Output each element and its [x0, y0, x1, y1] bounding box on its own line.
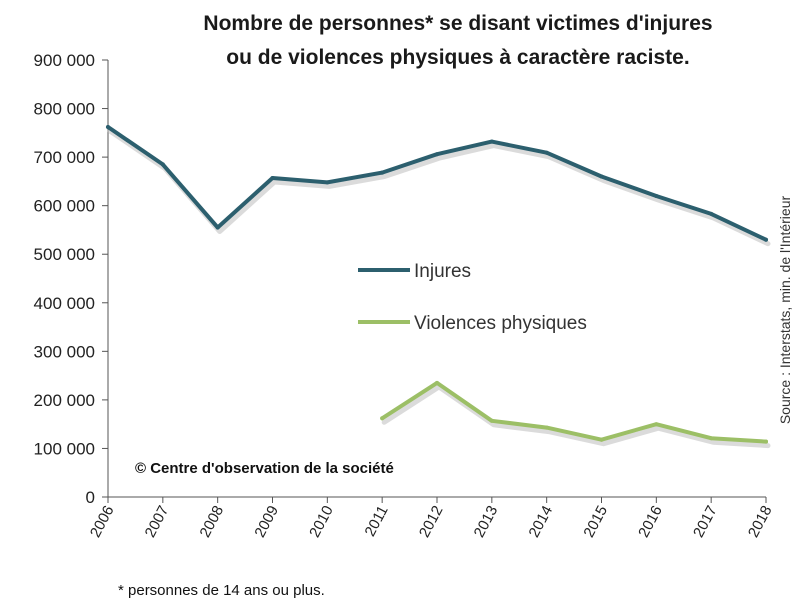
legend-label-injures: Injures — [414, 261, 471, 282]
y-tick-label: 0 — [86, 488, 95, 507]
y-tick-label: 800 000 — [34, 100, 95, 119]
y-tick-label: 400 000 — [34, 294, 95, 313]
y-tick-label: 500 000 — [34, 245, 95, 264]
x-tick-label: 2012 — [416, 503, 447, 540]
legend-label-violences: Violences physiques — [414, 313, 587, 334]
series-shadow-violences — [381, 384, 771, 449]
x-tick-label: 2009 — [251, 503, 282, 540]
data-point-injures — [599, 174, 604, 179]
x-tick-label: 2007 — [142, 503, 173, 540]
x-tick-label: 2013 — [471, 503, 502, 540]
data-point-violences — [709, 436, 714, 441]
data-point-injures — [270, 176, 275, 180]
chart-title: Nombre de personnes* se disant victimes … — [203, 12, 712, 69]
data-point-injures — [215, 225, 220, 230]
chart-title-line-2: ou de violences physiques à caractère ra… — [226, 46, 689, 69]
y-tick-label: 900 000 — [34, 51, 95, 70]
x-tick-label: 2016 — [635, 503, 666, 540]
x-tick-label: 2011 — [362, 503, 392, 539]
y-tick-label: 100 000 — [34, 439, 95, 458]
x-tick-label: 2018 — [745, 503, 776, 540]
data-point-violences — [764, 439, 768, 444]
chart-title-line-1: Nombre de personnes* se disant victimes … — [203, 12, 712, 35]
data-point-injures — [160, 162, 165, 167]
data-point-injures — [489, 139, 494, 144]
y-tick-label: 700 000 — [34, 148, 95, 167]
data-point-injures — [709, 211, 714, 216]
y-tick-label: 600 000 — [34, 197, 95, 216]
series-lines — [106, 125, 768, 444]
data-point-injures — [654, 194, 659, 198]
data-point-injures — [106, 125, 110, 129]
series-line-violences — [380, 380, 768, 444]
data-point-violences — [654, 422, 659, 427]
series-line-injures — [106, 125, 768, 242]
series-shadows — [107, 128, 771, 449]
data-point-violences — [544, 425, 549, 430]
x-axis: 2006 2007 2008 2009 2010 2011 2012 2013 2014 2015… — [87, 496, 776, 540]
source-note: Source : Interstats, min. de l'Intérieur — [777, 195, 793, 424]
x-tick-label: 2010 — [306, 503, 337, 540]
y-axis: 0 100 000 200 000 300 000 400 000 500 000 600 … — [34, 51, 109, 507]
x-tick-label: 2017 — [690, 503, 721, 540]
x-tick-label: 2008 — [197, 503, 228, 540]
data-point-injures — [435, 152, 439, 157]
x-tick-label: 2015 — [580, 503, 611, 540]
data-point-violences — [435, 380, 439, 385]
data-point-violences — [489, 418, 494, 423]
data-point-violences — [380, 416, 385, 421]
legend: Injures Violences physiques — [358, 261, 587, 334]
data-point-injures — [325, 180, 330, 185]
data-point-injures — [764, 237, 768, 242]
data-point-violences — [599, 437, 604, 442]
copyright-annotation: © Centre d'observation de la société — [135, 460, 394, 477]
x-tick-label: 2006 — [87, 503, 118, 540]
data-point-injures — [544, 150, 549, 155]
footnote: * personnes de 14 ans ou plus. — [118, 582, 325, 599]
y-tick-label: 200 000 — [34, 391, 95, 410]
series-shadow-injures — [107, 128, 771, 247]
data-point-injures — [380, 170, 385, 175]
y-tick-label: 300 000 — [34, 342, 95, 361]
x-tick-label: 2014 — [526, 503, 557, 540]
